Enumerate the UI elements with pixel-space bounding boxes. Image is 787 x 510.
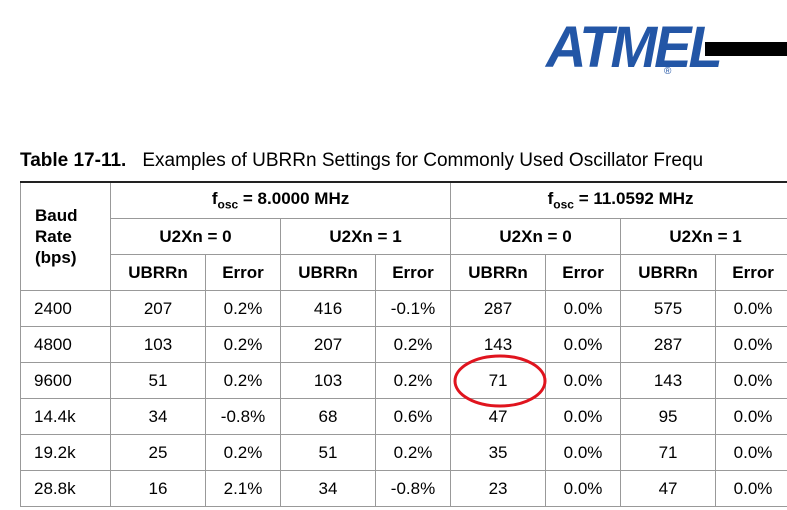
table-cell: 35 (450, 434, 547, 471)
column-header: UBRRn (450, 254, 547, 291)
table-cell: -0.1% (374, 290, 452, 327)
table-cell: 207 (280, 326, 376, 363)
table-cell: 0.0% (715, 398, 787, 435)
table-cell: 51 (110, 362, 206, 399)
osc-symbol: f (547, 189, 554, 209)
table-cell: 0.2% (374, 326, 452, 363)
table-cell: 68 (280, 398, 376, 435)
baud-cell: 2400 (20, 290, 111, 327)
baud-cell: 19.2k (20, 434, 111, 471)
table-cell: 23 (450, 470, 547, 507)
mode-header: U2Xn = 0 (450, 218, 622, 255)
table-cell: -0.8% (374, 470, 452, 507)
table-cell: 34 (110, 398, 206, 435)
table-cell: 2.1% (205, 470, 281, 507)
table-cell: 0.0% (715, 326, 787, 363)
column-header: Error (205, 254, 281, 291)
row-header-line: Rate (35, 227, 72, 246)
table-cell: 34 (280, 470, 376, 507)
osc-subscript: osc (553, 197, 574, 212)
table-cell: 0.2% (374, 362, 452, 399)
table-cell: 416 (280, 290, 376, 327)
table-cell: 0.2% (205, 362, 281, 399)
row-header-line: (bps) (35, 248, 77, 267)
table: Baud Rate (bps) fosc = 8.0000 MHz fosc = 11.… (20, 181, 787, 507)
table-row: 19.2k 25 0.2% 51 0.2% 35 0.0% 71 0.0% (20, 434, 787, 471)
table-cell: 575 (620, 290, 717, 327)
baud-cell: 4800 (20, 326, 111, 363)
table-cell: 287 (620, 326, 717, 363)
table-cell: 71 (450, 362, 547, 399)
logo-mark: ® (664, 66, 672, 77)
column-header: Error (715, 254, 787, 291)
table-cell: 207 (110, 290, 206, 327)
table-cell: 0.0% (545, 434, 622, 471)
table-row: 28.8k 16 2.1% 34 -0.8% 23 0.0% 47 0.0% (20, 470, 787, 507)
table-row: 9600 51 0.2% 103 0.2% 71 0.0% 143 0.0% (20, 362, 787, 399)
table-row: 2400 207 0.2% 416 -0.1% 287 0.0% 575 0.0% (20, 290, 787, 327)
column-header: UBRRn (620, 254, 717, 291)
baud-cell: 9600 (20, 362, 111, 399)
mode-header: U2Xn = 1 (279, 218, 452, 255)
table-title: Table 17-11. Examples of UBRRn Settings f… (20, 150, 703, 172)
table-cell: 0.2% (205, 434, 281, 471)
header-row: U2Xn = 0 U2Xn = 1 U2Xn = 0 U2Xn = 1 (21, 218, 787, 255)
table-head: Baud Rate (bps) fosc = 8.0000 MHz fosc = 11.… (20, 181, 787, 291)
logo: ATMEL (546, 13, 723, 80)
table-cell: 103 (110, 326, 206, 363)
table-cell: 47 (450, 398, 547, 435)
table-caption: Examples of UBRRn Settings for Commonly … (142, 150, 704, 171)
table-row: 14.4k 34 -0.8% 68 0.6% 47 0.0% 95 0.0% (20, 398, 787, 435)
baud-cell: 14.4k (20, 398, 111, 435)
osc-subscript: osc (217, 197, 239, 212)
header-row: UBRRn Error UBRRn Error UBRRn Error UBRRn Error (21, 254, 787, 291)
row-header-line: Baud (35, 206, 78, 225)
mode-header: U2Xn = 0 (110, 218, 281, 255)
table-cell: 0.0% (715, 470, 787, 507)
table-cell: 0.2% (374, 434, 452, 471)
osc-text: = 11.0592 MHz (578, 189, 694, 209)
table-cell: 103 (280, 362, 376, 399)
table-cell: 0.6% (374, 398, 452, 435)
oscillator-header: fosc = 11.0592 MHz (450, 181, 787, 219)
table-cell: 16 (110, 470, 206, 507)
table-cell: 0.0% (545, 326, 622, 363)
table-cell: 0.0% (545, 290, 622, 327)
table-cell: 0.0% (715, 362, 787, 399)
table-cell: 95 (620, 398, 717, 435)
table-wrap: Baud Rate (bps) fosc = 8.0000 MHz fosc = 11.… (20, 181, 787, 510)
table-number: Table 17-11. (20, 150, 127, 171)
header-bar (705, 42, 787, 56)
header-row: Baud Rate (bps) fosc = 8.0000 MHz fosc = 11.… (20, 181, 787, 291)
column-header: UBRRn (110, 254, 206, 291)
table-cell: 0.0% (715, 290, 787, 327)
table-cell: 287 (450, 290, 547, 327)
table-cell: 25 (110, 434, 206, 471)
column-header: Error (374, 254, 452, 291)
mode-header: U2Xn = 1 (620, 218, 787, 255)
table-cell: 47 (620, 470, 717, 507)
table-cell: 51 (280, 434, 376, 471)
osc-text: = 8.0000 MHz (242, 189, 350, 209)
table-cell: 0.0% (545, 398, 622, 435)
table-cell: 0.0% (545, 362, 622, 399)
table-body: 2400 207 0.2% 416 -0.1% 287 0.0% 575 0.0% 4800 103… (20, 290, 787, 507)
column-header: UBRRn (280, 254, 376, 291)
table-cell: 0.2% (205, 290, 281, 327)
baud-cell: 28.8k (20, 470, 111, 507)
table-row: 4800 103 0.2% 207 0.2% 143 0.0% 287 0.0% (20, 326, 787, 363)
table-cell: 71 (620, 434, 717, 471)
oscillator-header: fosc = 8.0000 MHz (109, 181, 452, 219)
table-cell: 143 (450, 326, 547, 363)
table-cell: 0.0% (545, 470, 622, 507)
osc-symbol: f (211, 189, 218, 209)
table-cell: 0.0% (715, 434, 787, 471)
table-cell: 0.2% (205, 326, 281, 363)
row-header: Baud Rate (bps) (20, 181, 111, 291)
table-cell: -0.8% (205, 398, 281, 435)
column-header: Error (545, 254, 622, 291)
table-cell: 143 (620, 362, 717, 399)
